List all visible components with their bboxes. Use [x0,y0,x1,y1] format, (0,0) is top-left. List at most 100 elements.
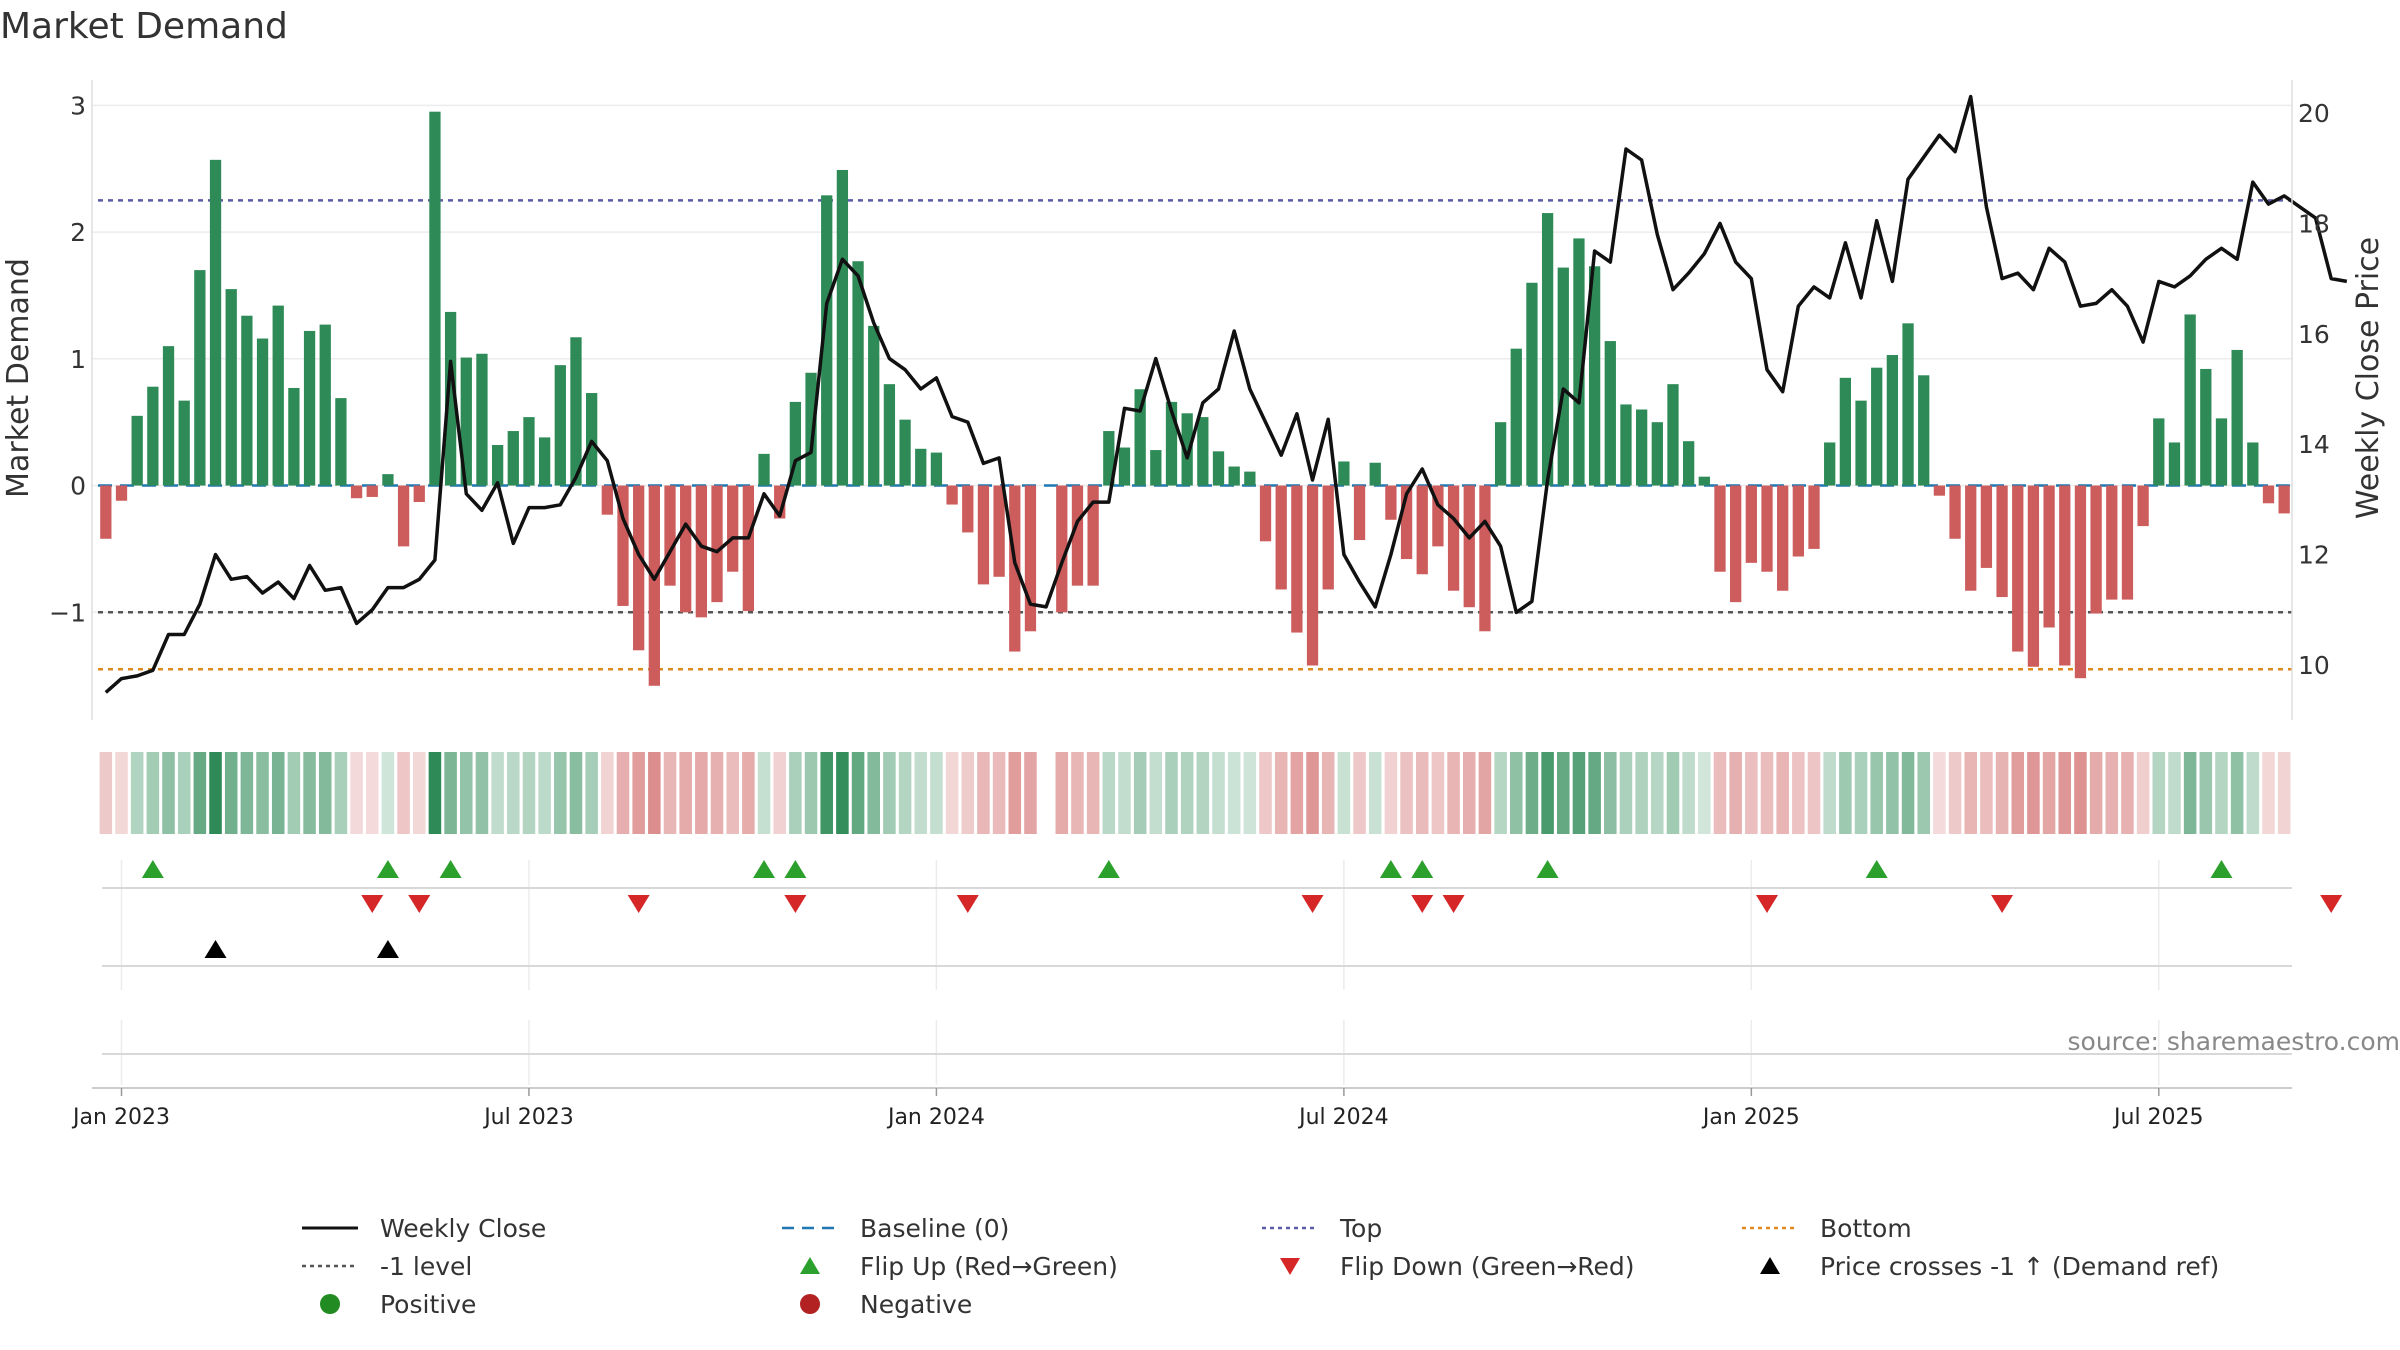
y2-tick-label: 14 [2298,430,2330,459]
flip-down-marker [1442,895,1465,913]
heat-cell [1948,752,1962,834]
heat-cell [2246,752,2260,834]
demand-bar [2247,442,2259,486]
heat-cell [663,752,677,834]
demand-bar [1134,389,1146,486]
heat-cell [914,752,928,834]
heat-cell [177,752,191,834]
heat-cell [99,752,113,834]
heat-cell [2277,752,2291,834]
demand-bar [946,485,958,505]
demand-bar [1541,213,1554,486]
heat-cell [1196,752,1210,834]
demand-bar [382,474,394,486]
demand-bar [1635,409,1648,486]
heat-cell [2152,752,2166,834]
heat-cell [977,752,990,834]
demand-bar [1620,404,1632,486]
heat-cell [616,752,630,834]
demand-bar [1824,442,1836,486]
demand-bar [2074,485,2087,679]
demand-bar [977,485,990,585]
demand-bar [2278,485,2290,514]
demand-heat-strip [99,752,2291,834]
demand-bar [2231,349,2243,486]
legend-item-top: Top [1260,1210,1382,1246]
demand-bar [100,485,112,539]
demand-bar [1244,471,1256,486]
demand-bar [695,485,707,618]
demand-bar [241,315,253,486]
heat-cell [271,752,285,834]
heat-cell [303,752,316,834]
heat-cell [1447,752,1460,834]
demand-bar [2106,485,2118,600]
heat-cell [1541,752,1554,834]
demand-bar [1949,485,1961,539]
heat-cell [256,752,269,834]
demand-bar [1432,485,1444,547]
heat-cell [867,752,881,834]
flip-down-marker [1411,895,1434,913]
heat-cell [2042,752,2056,834]
demand-bar [711,485,723,603]
heat-cell [1165,752,1178,834]
heat-cell [428,752,442,834]
demand-bar [491,444,504,486]
demand-bar [460,357,472,486]
legend-label: Price crosses -1 ↑ (Demand ref) [1820,1251,2220,1281]
demand-bars [100,111,2290,686]
heat-cell [1400,752,1413,834]
demand-bar [178,400,190,486]
flip-up-marker [376,860,399,878]
demand-bar [1526,282,1538,486]
heat-cell [1557,752,1570,834]
heat-cell [1698,752,1711,834]
heat-cell [2105,752,2119,834]
heat-cell [1760,752,1774,834]
heat-cell [1384,752,1398,834]
heat-cell [2168,752,2181,834]
demand-bar [335,398,347,486]
heat-cell [1509,752,1523,834]
heat-cell [1917,752,1930,834]
demand-bar [2200,368,2212,486]
heat-cell [2027,752,2040,834]
demand-bar [1165,401,1178,486]
demand-bar [1714,485,1726,572]
legend-item-neg-dot: Negative [780,1286,972,1322]
heat-cell [1259,752,1272,834]
heat-cell [115,752,128,834]
price-cross-markers [102,940,2292,1055]
demand-bar [1228,466,1240,486]
legend-item-baseline: Baseline (0) [780,1210,1009,1246]
date-tick-label: Jan 2024 [886,1105,985,1130]
demand-bar [1322,485,1334,590]
heat-cell [961,752,975,834]
heat-cell [209,752,222,834]
heat-cell [1008,752,1022,834]
demand-bar [1761,485,1773,572]
demand-bar [1510,348,1522,486]
demand-bar [962,485,974,533]
demand-bar [1557,267,1569,486]
demand-bar [930,452,943,486]
heat-cell [1572,752,1586,834]
price-cross-marker [204,940,227,958]
heat-cell [1462,752,1476,834]
demand-bar [648,485,660,686]
heat-cell [1870,752,1883,834]
demand-bar [2137,485,2149,527]
heat-cell [444,752,457,834]
demand-bar [1996,485,2008,598]
demand-bar [194,270,206,486]
demand-bar [319,324,331,486]
heat-cell [240,752,254,834]
demand-bar [1338,461,1350,486]
demand-bar [1306,485,1319,666]
heat-cell [1118,752,1131,834]
demand-bar [2121,485,2134,600]
flip-up-marker [141,860,164,878]
heat-cell [2230,752,2244,834]
heat-cell [224,752,238,834]
